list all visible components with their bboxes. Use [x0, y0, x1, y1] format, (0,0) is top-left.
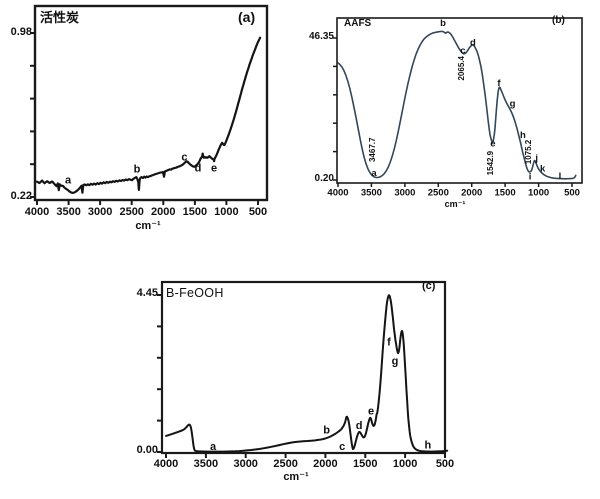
- panel-a-xaxis-unit: cm⁻¹: [135, 220, 161, 232]
- svg-text:500: 500: [249, 206, 267, 218]
- annotation-a-b: b: [134, 164, 141, 176]
- annotation-a-d: d: [195, 162, 202, 174]
- panel-b-xaxis-unit: cm⁻¹: [444, 199, 466, 209]
- panel-a: 4000 3500 3000 2500 2000 1500 1000 500 a b c d e 活性炭…: [0, 0, 300, 235]
- svg-text:3500: 3500: [194, 458, 218, 470]
- svg-text:1500: 1500: [353, 458, 377, 470]
- panel-c-ymax-label: 4.45: [136, 287, 158, 299]
- annotation-b-c: c: [460, 46, 465, 57]
- annotation-c-e: e: [368, 406, 374, 418]
- svg-text:1500: 1500: [495, 188, 516, 199]
- svg-text:3000: 3000: [233, 458, 257, 470]
- panel-c-xaxis-unit: cm⁻¹: [283, 471, 309, 483]
- svg-text:4000: 4000: [154, 458, 178, 470]
- annotation-b-g: g: [510, 99, 516, 110]
- panel-a-corner-label: (a): [238, 9, 256, 25]
- panel-c-ymin-label: 0.00: [136, 444, 158, 456]
- annotation-c-a: a: [210, 441, 217, 453]
- svg-text:2000: 2000: [151, 206, 175, 218]
- annotation-b-e: e: [490, 139, 495, 150]
- annotation-b-f: f: [497, 78, 501, 89]
- annotation-c-h: h: [425, 440, 432, 452]
- annotation-b-j: j: [534, 153, 538, 164]
- svg-text:1000: 1000: [214, 206, 238, 218]
- annotation-b-i: i: [529, 172, 532, 183]
- panel-a-ymax-label: 0.98: [10, 26, 32, 38]
- svg-text:1000: 1000: [528, 188, 549, 199]
- svg-text:2000: 2000: [313, 458, 337, 470]
- panel-b-ymax-label: 46.35: [308, 31, 334, 42]
- panel-b-corner-label: (b): [552, 15, 565, 26]
- annotation-b-d: d: [470, 38, 476, 49]
- panel-b: 4000 3500 3000 2500 2000 1500 1000 500 a 3467.7 b c…: [300, 0, 600, 235]
- annotation-c-b: b: [323, 425, 330, 437]
- annotation-b-b: b: [440, 18, 446, 29]
- annotation-c-d: d: [356, 420, 363, 432]
- panel-c-corner-label: (c): [422, 280, 436, 292]
- panel-b-ymin-label: 0.20: [314, 173, 334, 184]
- annotation-b-1075.2: 1075.2: [524, 139, 533, 164]
- annotation-c-c: c: [339, 441, 345, 453]
- svg-text:1500: 1500: [183, 206, 207, 218]
- svg-text:4000: 4000: [327, 188, 348, 199]
- svg-text:3500: 3500: [56, 206, 80, 218]
- annotation-b-3467.7: 3467.7: [368, 137, 377, 162]
- panel-a-title: 活性炭: [40, 10, 80, 25]
- annotation-b-1542.9: 1542.9: [486, 150, 495, 175]
- annotation-c-g: g: [392, 356, 399, 368]
- annotation-b-k: k: [540, 164, 546, 175]
- annotation-b-l: l: [559, 171, 562, 182]
- svg-text:500: 500: [436, 458, 454, 470]
- svg-text:2500: 2500: [273, 458, 297, 470]
- panel-b-title: AAFS: [344, 18, 372, 29]
- svg-text:1000: 1000: [393, 458, 417, 470]
- annotation-c-f: f: [387, 337, 391, 349]
- svg-text:2500: 2500: [428, 188, 449, 199]
- panel-c-title: B-FeOOH: [166, 286, 224, 300]
- annotation-a-e: e: [211, 162, 217, 174]
- annotation-b-h: h: [520, 130, 526, 141]
- svg-text:3000: 3000: [394, 188, 415, 199]
- svg-text:2000: 2000: [461, 188, 482, 199]
- annotation-b-a: a: [371, 168, 377, 179]
- panel-a-ymin-label: 0.22: [10, 190, 32, 202]
- annotation-a-c: c: [181, 152, 187, 164]
- panel-c: 4000 3500 3000 2500 2000 1500 1000 500 a b c d e f g h …: [100, 260, 500, 499]
- svg-text:3500: 3500: [361, 188, 382, 199]
- svg-text:2500: 2500: [119, 206, 143, 218]
- annotation-b-2065.4: 2065.4: [457, 56, 466, 81]
- svg-text:3000: 3000: [88, 206, 112, 218]
- svg-text:500: 500: [564, 188, 580, 199]
- spectrum-chart-aafs: 4000 3500 3000 2500 2000 1500 1000 500 a 3467.7 b c…: [327, 17, 583, 199]
- spectrum-chart-activated-carbon: 4000 3500 3000 2500 2000 1500 1000 500 a b cd e: [25, 4, 269, 218]
- svg-text:4000: 4000: [25, 206, 49, 218]
- annotation-a-a: a: [65, 175, 72, 187]
